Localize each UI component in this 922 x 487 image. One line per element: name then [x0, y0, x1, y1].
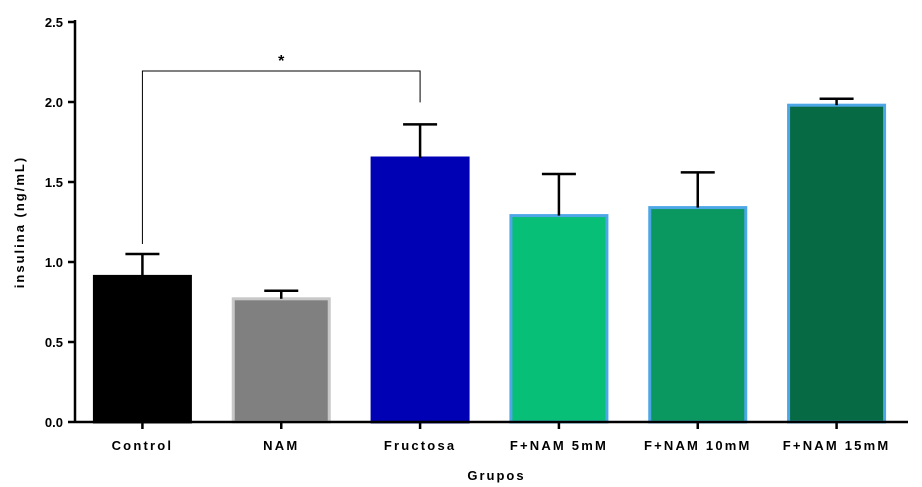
significance-bracket: *	[141, 53, 421, 244]
x-tick-label: NAM	[263, 438, 299, 453]
y-tick-label: 2.5	[45, 15, 63, 30]
y-tick-label: 0.5	[45, 335, 63, 350]
x-axis-title: Grupos	[467, 468, 525, 483]
y-tick-label: 0.0	[45, 415, 63, 430]
y-axis: 0.0 0.5 1.0 1.5 2.0 2.5	[45, 15, 77, 430]
bars-layer	[92, 103, 887, 424]
x-tick-label: F+NAM 10mM	[644, 438, 752, 453]
bar-nam	[231, 297, 331, 424]
y-tick-label: 2.0	[45, 95, 63, 110]
bar-f-nam-10mm	[648, 206, 748, 424]
x-tick-label: F+NAM 5mM	[510, 438, 608, 453]
bar-f-nam-5mm	[509, 214, 609, 424]
y-tick-label: 1.0	[45, 255, 63, 270]
y-tick-label: 1.5	[45, 175, 63, 190]
bar-f-nam-15mm	[787, 103, 887, 424]
y-axis-title: insulina (ng/mL)	[12, 156, 27, 288]
bar-control	[92, 274, 192, 424]
x-axis: Control NAM Fructosa F+NAM 5mM F+NAM 10mM F+N…	[75, 420, 908, 453]
x-tick-label: F+NAM 15mM	[783, 438, 891, 453]
significance-line	[141, 70, 421, 244]
x-tick-label: Control	[112, 438, 174, 453]
bar-fructosa	[370, 156, 470, 424]
x-tick-label: Fructosa	[384, 438, 457, 453]
error-bars-layer	[125, 97, 854, 299]
significance-label: *	[278, 53, 285, 70]
